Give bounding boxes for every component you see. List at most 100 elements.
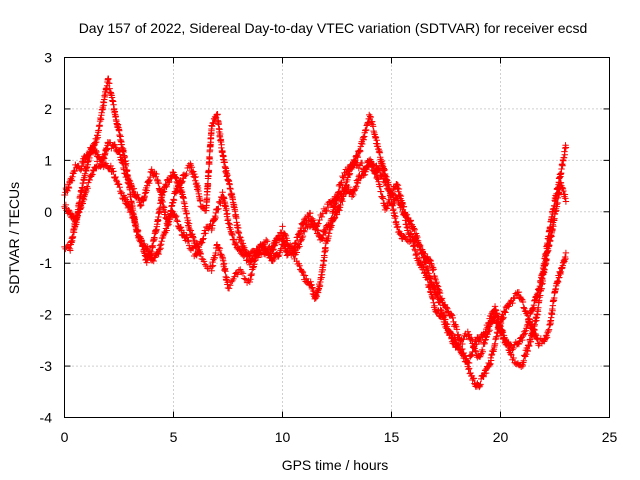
- data-point: [224, 210, 231, 217]
- data-point: [479, 348, 486, 356]
- data-point: [448, 311, 455, 318]
- data-point: [214, 111, 221, 118]
- data-point: [115, 180, 122, 188]
- x-tick-label: 0: [61, 429, 69, 445]
- data-point: [241, 275, 248, 282]
- data-point: [389, 190, 397, 197]
- data-point: [246, 261, 253, 268]
- data-point: [223, 167, 230, 174]
- data-markers: [61, 75, 570, 391]
- data-point: [179, 178, 186, 185]
- axis-ticks: [64, 57, 610, 418]
- data-point: [242, 251, 249, 258]
- data-point: [480, 373, 487, 380]
- data-point: [270, 246, 277, 253]
- y-tick-label: 0: [44, 204, 52, 220]
- data-point: [201, 227, 209, 234]
- data-point: [562, 255, 569, 263]
- data-point: [414, 237, 422, 244]
- data-point: [282, 231, 289, 238]
- data-point: [241, 252, 248, 259]
- data-point: [380, 178, 388, 186]
- data-point: [328, 215, 336, 222]
- data-point: [348, 165, 355, 173]
- chart-title: Day 157 of 2022, Sidereal Day-to-day VTE…: [79, 20, 588, 36]
- data-point: [216, 245, 224, 252]
- data-point: [548, 311, 556, 318]
- data-point: [455, 331, 462, 338]
- data-point: [217, 200, 224, 207]
- data-point: [230, 236, 238, 243]
- data-point: [264, 238, 271, 245]
- data-point: [470, 375, 478, 382]
- data-point: [65, 184, 73, 192]
- data-point: [126, 177, 133, 184]
- data-point: [152, 173, 159, 180]
- data-point: [215, 244, 222, 251]
- data-point: [296, 243, 303, 250]
- data-point: [515, 288, 523, 296]
- data-point: [220, 195, 228, 202]
- data-point: [90, 167, 97, 175]
- data-point: [133, 227, 140, 234]
- data-point: [279, 223, 286, 230]
- plot-frame: [64, 57, 610, 418]
- data-point: [174, 218, 181, 225]
- data-point: [189, 245, 197, 252]
- data-point: [137, 238, 144, 245]
- data-point: [85, 151, 93, 158]
- data-point: [192, 173, 199, 181]
- data-point: [80, 159, 88, 166]
- data-point: [520, 331, 527, 338]
- grid-lines: [64, 57, 610, 418]
- data-point: [313, 223, 320, 230]
- data-point: [355, 164, 362, 172]
- data-point: [382, 182, 390, 189]
- data-point: [301, 228, 308, 235]
- data-point: [341, 172, 349, 179]
- data-point: [477, 351, 484, 359]
- data-point: [67, 247, 74, 254]
- data-point: [132, 223, 140, 231]
- data-point: [475, 338, 482, 345]
- data-point: [246, 253, 253, 260]
- data-point: [360, 172, 367, 179]
- data-point: [472, 347, 479, 354]
- data-point: [527, 338, 535, 345]
- data-point: [112, 173, 119, 181]
- data-point: [556, 274, 563, 281]
- data-point: [290, 244, 298, 251]
- data-point: [361, 171, 369, 178]
- data-point: [182, 172, 189, 179]
- data-point: [153, 170, 160, 178]
- data-point: [465, 365, 473, 372]
- data-point: [215, 198, 223, 206]
- data-point: [128, 209, 136, 216]
- data-point: [110, 168, 117, 175]
- data-point: [202, 229, 209, 237]
- data-point: [232, 239, 240, 247]
- data-point: [470, 343, 478, 351]
- data-point: [468, 351, 476, 358]
- data-point: [85, 152, 92, 160]
- data-point: [392, 213, 399, 220]
- data-point: [250, 258, 258, 265]
- data-point: [296, 262, 303, 269]
- data-point: [113, 177, 120, 184]
- data-point: [223, 205, 230, 212]
- data-point: [414, 233, 421, 241]
- data-point: [517, 295, 525, 302]
- data-point: [477, 381, 484, 388]
- data-point: [269, 243, 277, 250]
- x-axis-label: GPS time / hours: [282, 457, 389, 473]
- data-point: [183, 234, 191, 241]
- data-point: [218, 141, 225, 148]
- data-point: [148, 248, 155, 256]
- data-point: [449, 314, 457, 322]
- data-point: [62, 201, 70, 209]
- data-point: [318, 213, 325, 221]
- data-point: [502, 309, 509, 316]
- series-track-c: [61, 156, 570, 371]
- data-point: [388, 191, 396, 199]
